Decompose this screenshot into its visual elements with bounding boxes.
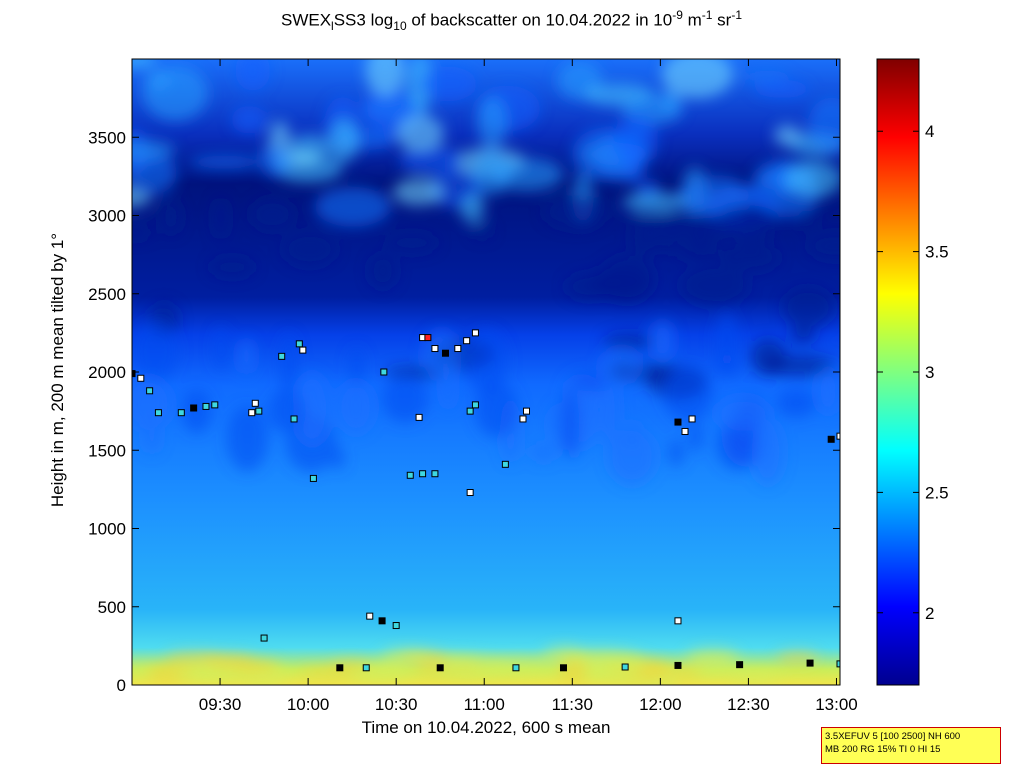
cloud-base-marker — [295, 340, 303, 348]
cloud-base-marker — [512, 664, 520, 672]
x-tick-label: 13:00 — [815, 695, 858, 714]
cloud-base-marker — [674, 661, 682, 669]
y-tick-label: 2000 — [88, 363, 126, 382]
cloud-base-marker — [248, 409, 256, 417]
cloud-base-marker — [674, 617, 682, 625]
cloud-base-marker — [436, 664, 444, 672]
cloud-base-marker — [736, 661, 744, 669]
cloud-base-marker — [501, 460, 509, 468]
colorbar-tick-label: 3 — [925, 363, 934, 382]
cloud-base-marker — [278, 352, 286, 360]
x-axis: 09:30 10:00 10:30 11:00 11:30 12:00 12:30 13:00 — [199, 59, 858, 714]
cloud-base-marker — [380, 368, 388, 376]
colorbar-axis: 2 2.5 3 3.5 4 — [877, 122, 949, 623]
cloud-base-marker — [827, 435, 835, 443]
y-tick-label: 0 — [117, 676, 126, 695]
cloud-base-marker — [681, 427, 689, 435]
colorbar — [877, 59, 919, 685]
y-tick-label: 500 — [98, 598, 126, 617]
cloud-base-marker — [466, 489, 474, 497]
cloud-base-marker — [362, 664, 370, 672]
heatmap-field — [132, 59, 840, 685]
cloud-base-marker — [146, 387, 154, 395]
cloud-base-marker — [336, 664, 344, 672]
cloud-base-marker — [137, 374, 145, 382]
colorbar-tick-label: 3.5 — [925, 243, 949, 262]
cloud-base-marker — [836, 432, 840, 440]
cloud-base-marker — [202, 402, 210, 410]
processing-info-box: 3.5XEFUV 5 [100 2500] NH 600 MB 200 RG 1… — [821, 727, 1001, 764]
y-axis: 0 500 1000 1500 2000 2500 3000 3500 — [88, 128, 840, 695]
x-tick-label: 12:00 — [639, 695, 682, 714]
cloud-base-marker — [154, 409, 162, 417]
y-tick-label: 1500 — [88, 441, 126, 460]
colorbar-tick-label: 4 — [925, 122, 934, 141]
cloud-base-markers — [132, 329, 840, 672]
cloud-base-marker — [255, 407, 263, 415]
cloud-base-marker — [431, 470, 439, 478]
x-tick-label: 12:30 — [727, 695, 770, 714]
cloud-base-marker — [431, 345, 439, 353]
cloud-base-marker — [378, 617, 386, 625]
y-tick-label: 2500 — [88, 285, 126, 304]
cloud-base-marker — [806, 659, 814, 667]
cloud-base-marker — [454, 345, 462, 353]
cloud-base-marker — [621, 663, 629, 671]
cloud-base-marker — [309, 474, 317, 482]
cloud-base-marker — [559, 664, 567, 672]
cloud-base-marker — [260, 634, 268, 642]
cloud-base-marker — [471, 329, 479, 337]
cloud-base-marker — [251, 399, 259, 407]
cloud-base-marker — [688, 415, 696, 423]
chart-title: SWEXlSS3 log10 of backscatter on 10.04.2… — [280, 8, 742, 34]
cloud-base-marker — [466, 407, 474, 415]
x-tick-label: 11:30 — [552, 695, 593, 714]
cloud-base-marker — [523, 407, 531, 415]
cloud-base-marker — [441, 349, 449, 357]
y-tick-label: 3000 — [88, 207, 126, 226]
colorbar-tick-label: 2.5 — [925, 483, 949, 502]
cloud-base-marker — [836, 660, 840, 668]
cloud-base-marker — [463, 337, 471, 345]
cloud-base-marker — [290, 415, 298, 423]
y-axis-label: Height in m, 200 m mean tilted by 1° — [48, 232, 67, 508]
cloud-base-marker — [132, 370, 136, 378]
cloud-base-marker — [424, 334, 432, 342]
x-tick-label: 10:00 — [287, 695, 330, 714]
cloud-base-marker — [299, 346, 307, 354]
cloud-base-marker — [674, 418, 682, 426]
info-line-1: 3.5XEFUV 5 [100 2500] NH 600 — [825, 731, 961, 742]
x-tick-label: 11:00 — [464, 695, 505, 714]
y-tick-label: 1000 — [88, 520, 126, 539]
cloud-base-marker — [392, 622, 400, 630]
x-tick-label: 10:30 — [375, 695, 418, 714]
colorbar-tick-label: 2 — [925, 604, 934, 623]
cloud-base-marker — [190, 404, 198, 412]
cloud-base-marker — [415, 413, 423, 421]
y-tick-label: 3500 — [88, 128, 126, 147]
x-tick-label: 09:30 — [199, 695, 242, 714]
info-line-2: MB 200 RG 15% TI 0 HI 15 — [825, 744, 941, 755]
cloud-base-marker — [406, 471, 414, 479]
cloud-base-marker — [519, 415, 527, 423]
x-axis-label: Time on 10.04.2022, 600 s mean — [361, 718, 611, 737]
cloud-base-marker — [471, 401, 479, 409]
cloud-base-marker — [366, 612, 374, 620]
cloud-base-marker — [211, 401, 219, 409]
cloud-base-marker — [177, 409, 185, 417]
cloud-base-marker — [419, 470, 427, 478]
